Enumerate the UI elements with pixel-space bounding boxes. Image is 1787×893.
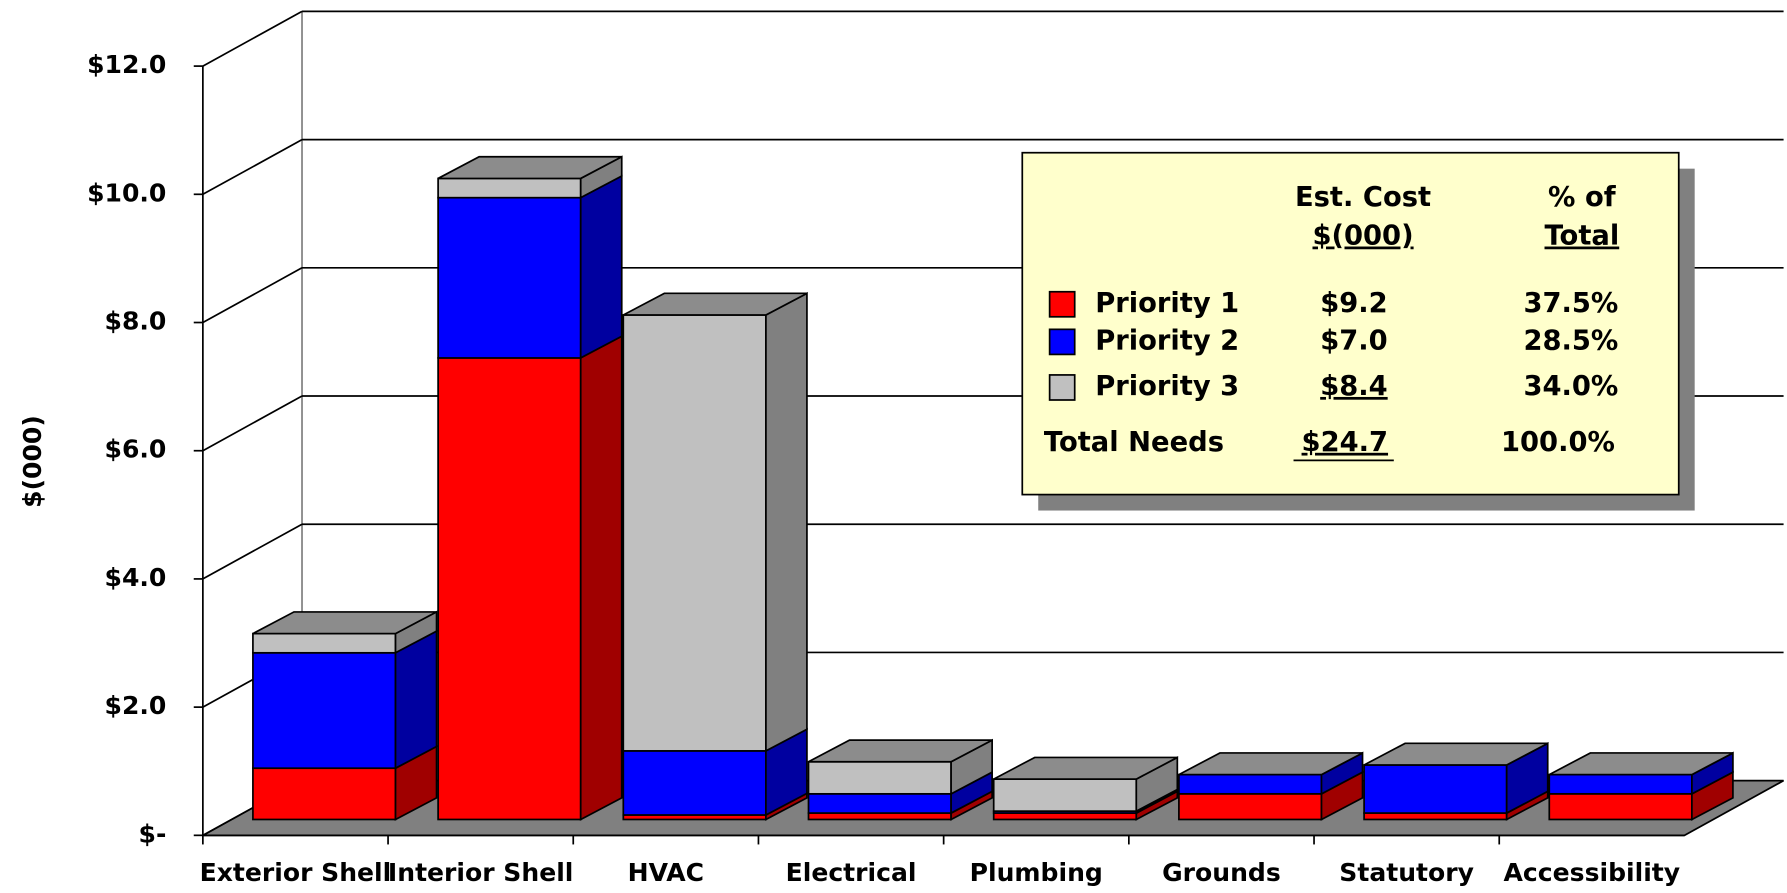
bar-segment: [992, 778, 1138, 812]
bar-segment: [622, 750, 767, 816]
bar-segment: [1548, 773, 1693, 795]
legend-text: Total Needs: [1044, 427, 1224, 458]
legend-text: 28.5%: [1523, 325, 1618, 356]
bar-top: [1178, 752, 1363, 776]
grid-line: [202, 10, 303, 67]
y-tick-label: $6.0: [105, 435, 167, 464]
bar-top: [993, 756, 1178, 780]
bar-top: [437, 155, 623, 180]
y-tick-label: $8.0: [105, 307, 167, 336]
x-tick-label: Electrical: [786, 858, 917, 887]
y-axis-label: $(000): [18, 415, 47, 508]
legend-text: $(000): [1312, 221, 1413, 252]
y-tick-label: $4.0: [105, 563, 167, 592]
bar-top: [808, 739, 993, 763]
bar-segment: [252, 632, 397, 654]
y-tick-label: $10.0: [87, 178, 166, 207]
grid-line: [202, 138, 303, 196]
bar-segment: [1548, 792, 1693, 821]
y-tick-label: $2.0: [105, 691, 167, 720]
y-tick-label: $12.0: [87, 50, 166, 79]
legend-text: $7.0: [1320, 325, 1387, 356]
x-tick-label: HVAC: [628, 858, 704, 887]
legend-text: Total: [1545, 221, 1620, 252]
legend-text: Priority 3: [1095, 371, 1239, 402]
y-tick-label: $-: [139, 819, 167, 848]
grid-line: [202, 523, 303, 580]
x-tick-label: Interior Shell: [388, 858, 573, 887]
bar-side: [579, 174, 623, 360]
bar-segment: [807, 760, 952, 795]
legend-swatch: [1048, 290, 1076, 318]
legend-text: $8.4: [1320, 371, 1387, 402]
bar-segment: [437, 177, 582, 199]
bar-segment: [807, 812, 952, 821]
legend-swatch: [1048, 374, 1076, 401]
bar-side: [579, 334, 623, 821]
x-tick-label: Grounds: [1162, 858, 1281, 887]
grid-line: [202, 267, 303, 324]
bar-segment: [1363, 764, 1508, 814]
legend-text: 37.5%: [1523, 288, 1618, 319]
x-tick-label: Exterior Shell: [200, 858, 392, 887]
legend-text: $9.2: [1320, 288, 1387, 319]
bar-segment: [437, 357, 582, 821]
bar-side: [394, 629, 438, 770]
legend-text: 100.0%: [1501, 427, 1615, 458]
legend-text: Priority 1: [1095, 288, 1239, 319]
bar-top: [252, 611, 437, 635]
x-tick-label: Statutory: [1339, 858, 1474, 887]
bar-top: [622, 292, 808, 316]
x-tick-label: Plumbing: [970, 858, 1103, 887]
bar-segment: [252, 651, 397, 770]
legend-text: 34.0%: [1523, 371, 1618, 402]
bar-segment: [252, 767, 397, 821]
bar-segment: [1363, 812, 1508, 821]
grid-line: [202, 395, 303, 452]
bar-segment: [622, 314, 767, 752]
legend-text: $24.7: [1302, 427, 1389, 458]
bar-segment: [807, 792, 952, 814]
bar-segment: [1178, 773, 1323, 795]
bar-top: [1363, 742, 1549, 766]
legend-swatch: [1048, 328, 1076, 356]
legend-text: % of: [1548, 182, 1617, 213]
bar-segment: [437, 196, 582, 359]
legend-text: Priority 2: [1095, 325, 1239, 356]
legend-text: Est. Cost: [1295, 182, 1431, 213]
legend: Est. Cost $(000) % of Total Priority 1 $9.2 37…: [1021, 151, 1695, 511]
x-tick-label: Accessibility: [1504, 858, 1681, 887]
bar-side: [765, 291, 808, 753]
bar-segment: [992, 812, 1138, 821]
bar-segment: [1178, 792, 1323, 821]
legend-box: [1021, 151, 1680, 496]
bar-top: [1548, 752, 1734, 776]
